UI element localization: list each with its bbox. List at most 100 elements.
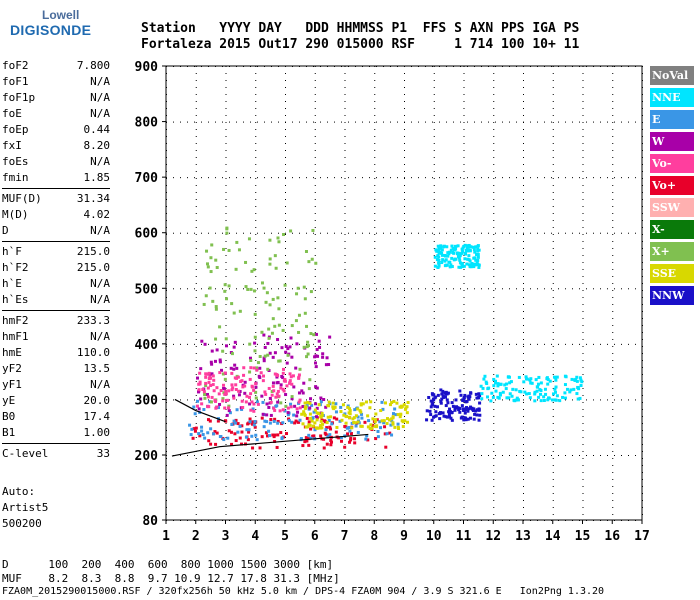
echo-point	[441, 394, 445, 398]
y-gridline-dot	[530, 66, 531, 68]
x-gridline-dot	[582, 493, 584, 494]
echo-point	[293, 421, 297, 425]
y-gridline-dot	[215, 343, 216, 345]
y-gridline-dot	[194, 121, 195, 123]
y-gridline-dot	[320, 177, 321, 179]
x-gridline-dot	[523, 423, 524, 424]
echo-point	[205, 372, 209, 376]
echo-point	[241, 405, 245, 409]
x-gridline-dot	[195, 304, 197, 305]
x-gridline-dot	[225, 150, 227, 151]
y-gridline-dot	[537, 455, 538, 456]
echo-point	[282, 367, 286, 371]
x-gridline-dot	[255, 332, 257, 333]
x-gridline-dot	[612, 199, 614, 200]
y-gridline-dot	[628, 455, 629, 456]
x-gridline-dot	[642, 507, 643, 508]
y-gridline-dot	[285, 66, 286, 68]
x-gridline-dot	[225, 472, 227, 473]
x-tick-label: 4	[251, 529, 259, 544]
y-gridline-dot	[425, 121, 426, 123]
x-gridline-dot	[552, 353, 554, 354]
param-value: N/A	[90, 277, 110, 290]
echo-point	[474, 392, 478, 396]
y-gridline-dot	[621, 520, 622, 521]
echo-point	[509, 380, 513, 384]
echo-point	[394, 413, 398, 417]
echo-point	[213, 359, 217, 363]
x-gridline-dot	[463, 129, 465, 130]
y-gridline-dot	[173, 121, 174, 123]
x-gridline-dot	[314, 465, 316, 466]
x-gridline-dot	[642, 192, 643, 193]
x-gridline-dot	[255, 199, 257, 200]
y-gridline-dot	[600, 343, 601, 345]
echo-point	[363, 420, 367, 424]
y-gridline-dot	[418, 455, 419, 456]
echo-point	[471, 408, 475, 412]
echo-point	[214, 337, 218, 341]
echo-point	[467, 407, 471, 411]
y-gridline-dot	[579, 232, 580, 234]
echo-point	[366, 414, 370, 418]
x-gridline-dot	[255, 297, 257, 298]
x-gridline-dot	[433, 192, 435, 193]
echo-point	[310, 257, 314, 261]
echo-point	[451, 404, 455, 408]
echo-point	[295, 414, 299, 418]
x-gridline-dot	[612, 220, 614, 221]
x-gridline-dot	[374, 66, 376, 67]
y-gridline-dot	[341, 399, 342, 401]
echo-point	[398, 405, 402, 409]
x-gridline-dot	[195, 458, 197, 459]
x-gridline-dot	[582, 437, 584, 438]
y-gridline-dot	[635, 343, 636, 345]
param-row: yF2 13.5	[2, 361, 110, 377]
x-gridline-dot	[552, 367, 554, 368]
echo-point	[364, 400, 368, 404]
echo-point	[247, 430, 251, 434]
y-gridline-dot	[509, 232, 510, 234]
x-gridline-dot	[374, 178, 376, 179]
echo-point	[514, 388, 518, 392]
x-gridline-dot	[433, 430, 435, 431]
echo-point	[232, 394, 236, 398]
echo-point	[227, 284, 231, 288]
y-gridline-dot	[600, 232, 601, 234]
y-gridline-dot	[250, 455, 251, 456]
y-gridline-dot	[348, 177, 349, 179]
x-gridline-dot	[314, 143, 316, 144]
echo-point	[209, 360, 213, 364]
y-gridline-dot	[411, 66, 412, 68]
echo-point	[200, 339, 204, 343]
echo-point	[238, 424, 242, 428]
param-value: 20.0	[83, 394, 111, 407]
x-gridline-dot	[433, 346, 435, 347]
echo-point	[348, 409, 352, 413]
echo-point	[242, 366, 246, 370]
y-gridline-dot	[418, 66, 419, 68]
x-gridline-dot	[642, 465, 643, 466]
x-gridline-dot	[255, 248, 257, 249]
x-gridline-dot	[433, 374, 435, 375]
x-gridline-dot	[255, 416, 257, 417]
x-gridline-dot	[255, 451, 257, 452]
x-gridline-dot	[612, 444, 614, 445]
echo-point	[563, 396, 567, 400]
x-gridline-dot	[642, 416, 643, 417]
x-gridline-dot	[255, 192, 257, 193]
x-gridline-dot	[314, 213, 316, 214]
echo-point	[297, 400, 301, 404]
echo-point	[334, 410, 338, 414]
echo-point	[473, 263, 477, 267]
echo-point	[477, 396, 481, 400]
x-gridline-dot	[493, 220, 495, 221]
x-gridline-dot	[195, 185, 197, 186]
x-gridline-dot	[433, 276, 435, 277]
echo-point	[253, 312, 257, 316]
echo-point	[208, 419, 212, 423]
y-gridline-dot	[523, 455, 524, 456]
param-row: h`Es N/A	[2, 292, 110, 308]
echo-point	[438, 417, 442, 421]
echo-point	[465, 262, 469, 266]
